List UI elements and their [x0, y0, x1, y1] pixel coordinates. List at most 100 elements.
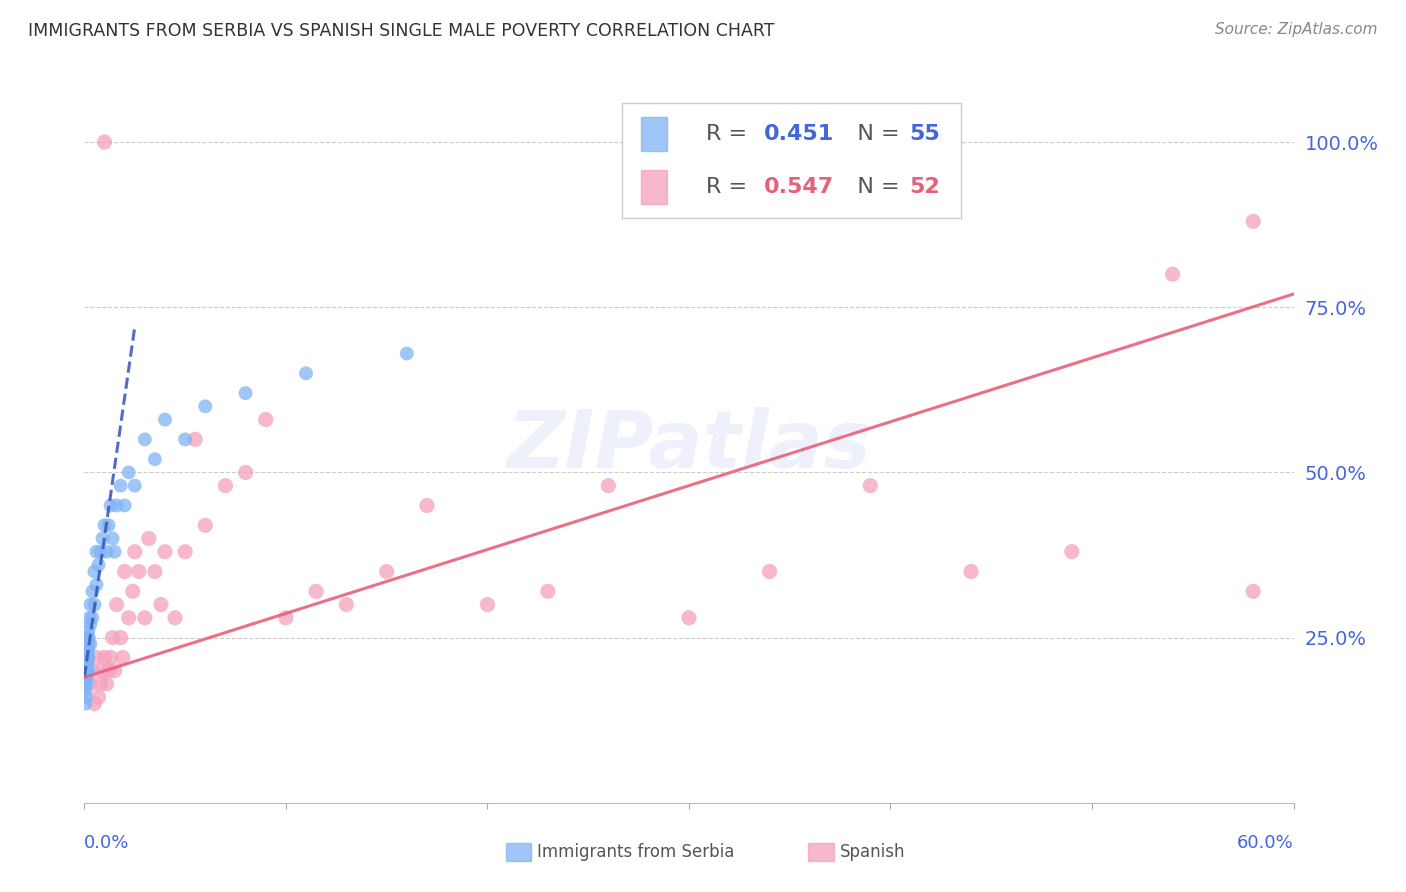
Point [960, 565, 983, 579]
Point [97, 664, 120, 678]
Point [77, 624, 100, 638]
Point [76, 670, 98, 684]
Bar [641, 169, 668, 204]
Point [194, 518, 217, 533]
Point [76, 657, 98, 671]
Point [101, 631, 124, 645]
Point [305, 584, 328, 599]
Point [104, 545, 127, 559]
Point [395, 346, 418, 360]
Point [75, 690, 97, 704]
Point [87, 690, 110, 704]
Point [779, 135, 801, 149]
Point [859, 478, 882, 492]
Point [143, 565, 166, 579]
Text: Immigrants from Serbia: Immigrants from Serbia [537, 843, 734, 861]
Point [375, 565, 398, 579]
Point [91, 532, 114, 546]
Point [93, 650, 115, 665]
Point [83, 598, 105, 612]
Point [114, 499, 136, 513]
Text: 0.0%: 0.0% [84, 834, 129, 852]
Point [100, 650, 122, 665]
Point [104, 664, 127, 678]
Point [121, 584, 143, 599]
Point [235, 466, 257, 480]
Point [184, 433, 207, 447]
Text: 0.547: 0.547 [763, 177, 834, 197]
Point [174, 545, 197, 559]
Point [75, 664, 97, 678]
Text: R =: R = [706, 124, 754, 145]
Point [274, 611, 297, 625]
Point [143, 452, 166, 467]
Point [75, 683, 97, 698]
Point [82, 611, 104, 625]
Point [124, 545, 146, 559]
Point [153, 412, 176, 426]
Point [537, 584, 560, 599]
Point [86, 578, 108, 592]
Point [79, 617, 101, 632]
Point [134, 433, 156, 447]
Point [82, 584, 104, 599]
Point [174, 433, 197, 447]
Point [76, 664, 98, 678]
Point [97, 518, 120, 533]
Point [82, 664, 104, 678]
Point [77, 664, 100, 678]
Point [76, 644, 98, 658]
Point [1241, 214, 1264, 228]
Point [165, 611, 187, 625]
Point [76, 650, 98, 665]
Text: N =: N = [837, 124, 907, 145]
Point [91, 664, 114, 678]
Point [416, 499, 439, 513]
Point [93, 135, 115, 149]
Point [138, 532, 160, 546]
Point [295, 367, 318, 381]
Point [477, 598, 499, 612]
Text: N =: N = [837, 177, 907, 197]
Point [153, 545, 176, 559]
Text: 52: 52 [910, 177, 939, 197]
Point [114, 565, 136, 579]
Point [1060, 545, 1083, 559]
Point [75, 664, 97, 678]
Point [86, 650, 108, 665]
Point [76, 631, 98, 645]
Point [76, 657, 98, 671]
Point [96, 545, 118, 559]
Point [1241, 584, 1264, 599]
Point [79, 611, 101, 625]
Point [96, 677, 118, 691]
Point [79, 637, 101, 651]
Text: IMMIGRANTS FROM SERBIA VS SPANISH SINGLE MALE POVERTY CORRELATION CHART: IMMIGRANTS FROM SERBIA VS SPANISH SINGLE… [28, 22, 775, 40]
Point [75, 670, 97, 684]
Point [76, 650, 98, 665]
Point [110, 631, 132, 645]
Text: 55: 55 [910, 124, 939, 145]
Point [87, 558, 110, 572]
Point [100, 499, 122, 513]
Point [134, 611, 156, 625]
FancyBboxPatch shape [623, 103, 962, 218]
Point [214, 478, 236, 492]
Text: 0.451: 0.451 [763, 124, 834, 145]
Point [77, 644, 100, 658]
Point [194, 400, 217, 414]
Point [1161, 267, 1184, 281]
Point [110, 478, 132, 492]
Point [77, 650, 100, 665]
Point [93, 518, 115, 533]
Bar [641, 117, 668, 152]
Point [75, 677, 97, 691]
Point [83, 565, 105, 579]
Point [335, 598, 357, 612]
Point [118, 611, 141, 625]
Point [118, 466, 141, 480]
Point [101, 532, 124, 546]
Text: Spanish: Spanish [839, 843, 905, 861]
Point [86, 545, 108, 559]
Point [149, 598, 172, 612]
